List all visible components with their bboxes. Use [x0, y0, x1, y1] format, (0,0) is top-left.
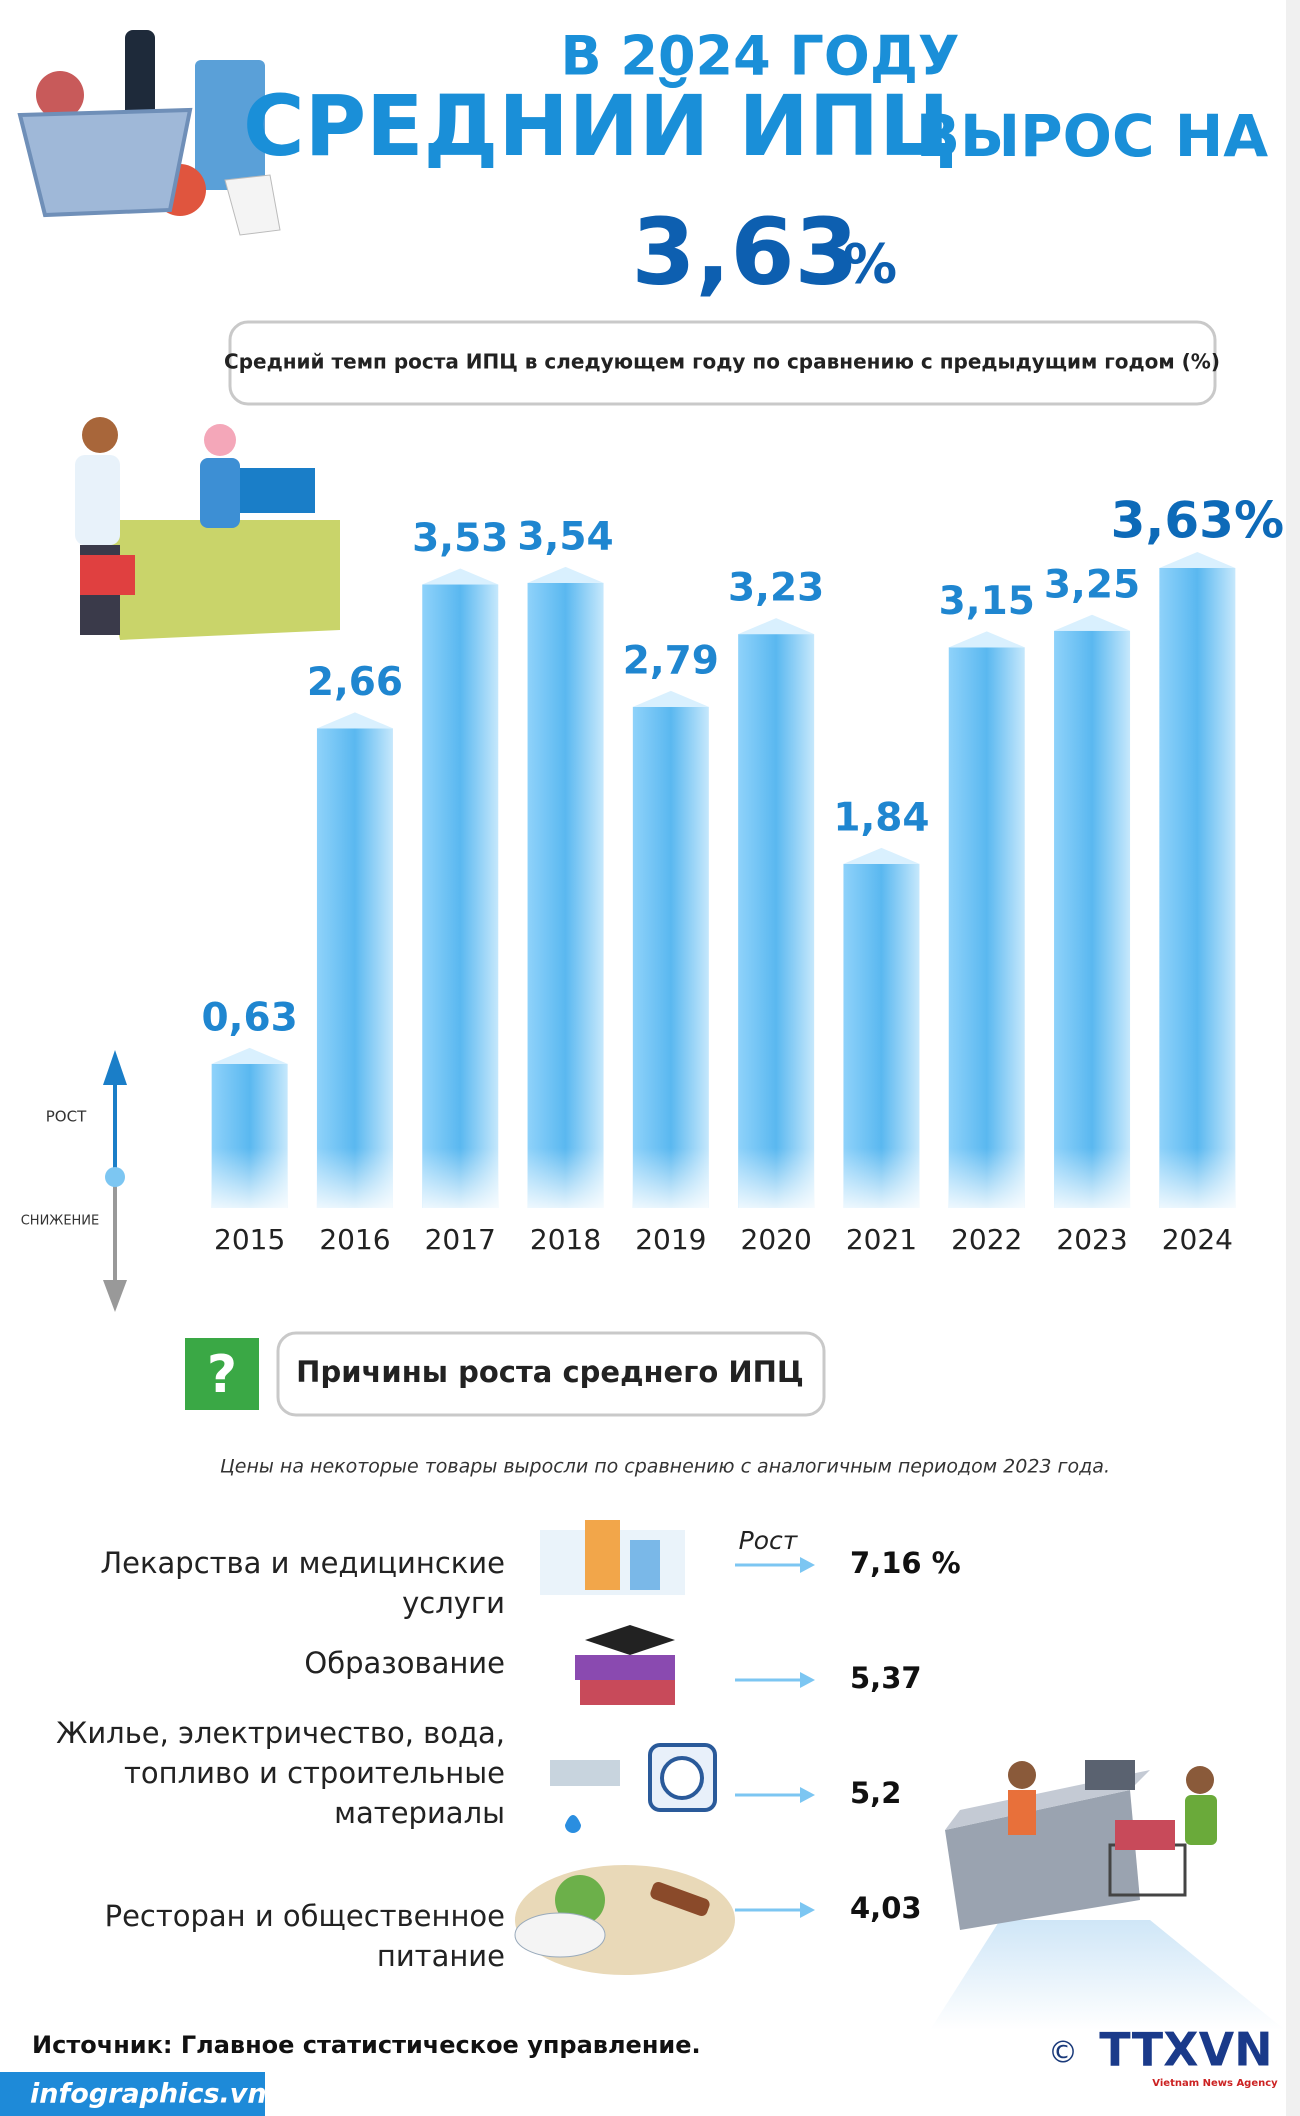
reason-name: Ресторан и общественное [105, 1899, 505, 1933]
x-tick-label: 2016 [319, 1223, 390, 1256]
bar-chart: 0,63 2015 2,66 2016 3,53 2017 3,54 2018 2,79 2019… [202, 492, 1285, 1257]
copyright-mark: © [1048, 2036, 1078, 2071]
bar-top [316, 712, 393, 729]
reason-arrowhead [800, 1672, 815, 1688]
headline-value: 3,63 [632, 198, 859, 305]
bar-top [843, 847, 920, 864]
item-icons [514, 1520, 735, 1975]
legend-up: РОСТ [46, 1108, 87, 1126]
reason-name: услуги [402, 1586, 505, 1620]
reason-name: Лекарства и медицинские [100, 1546, 505, 1580]
bar-top [948, 631, 1025, 648]
subtitle-box [228, 320, 1217, 406]
bar-fade [948, 1148, 1025, 1208]
reason-name: материалы [334, 1796, 505, 1830]
bar-top [1159, 552, 1236, 568]
reason-value: 5,37 [850, 1661, 922, 1695]
basket-illustration [17, 30, 281, 236]
reason-name: Образование [304, 1646, 505, 1680]
direction-legend [103, 1050, 127, 1312]
reason-arrowhead [800, 1557, 815, 1573]
reason-value: 7,16 % [850, 1546, 961, 1580]
source: Источник: Главное статистическое управле… [32, 2031, 701, 2059]
reason-name: питание [377, 1939, 505, 1973]
bar-fade [843, 1148, 920, 1208]
reason-value: 4,03 [850, 1891, 922, 1925]
bar [632, 706, 709, 1208]
agency: Vietnam News Agency [1152, 2078, 1278, 2089]
bar [1054, 630, 1131, 1208]
bar-top [211, 1047, 288, 1064]
bar-top [527, 566, 604, 583]
reason-name: Жилье, электричество, вода, [56, 1716, 505, 1750]
growth-label: Рост [739, 1526, 799, 1555]
value-label: 2,79 [623, 638, 719, 683]
bar-fade [527, 1148, 604, 1208]
bar-fade [211, 1148, 288, 1208]
value-label: 1,84 [833, 795, 929, 840]
reasons-title: Причины роста среднего ИПЦ [296, 1355, 804, 1389]
reason-name: топливо и строительные [124, 1756, 505, 1790]
site: infographics.vn [30, 2079, 267, 2110]
edge [1286, 0, 1300, 2116]
reason-arrowhead [800, 1787, 815, 1803]
legend-down: СНИЖЕНИЕ [21, 1214, 100, 1229]
bar-fade [422, 1148, 499, 1208]
reason-list: Лекарства и медицинские услуги 7,16 % Образ… [56, 1546, 961, 1973]
x-tick-label: 2022 [951, 1223, 1022, 1256]
title-line1: В 2024 ГОДУ [560, 25, 959, 88]
value-label: 3,53 [412, 516, 508, 561]
value-label: 2,66 [307, 660, 403, 705]
value-label: 3,54 [517, 514, 613, 559]
value-label: 3,25 [1044, 562, 1140, 607]
question-icon: ? [185, 1338, 259, 1410]
bar [948, 647, 1025, 1208]
x-tick-label: 2017 [425, 1223, 496, 1256]
site-strip [0, 2072, 265, 2116]
chart-subtitle: Средний темп роста ИПЦ в следующем году … [224, 350, 1220, 374]
headline-unit: % [843, 233, 897, 296]
x-tick-label: 2015 [214, 1223, 285, 1256]
value-label: 3,15 [939, 579, 1035, 624]
shop-illustration [75, 417, 340, 640]
reason-arrowhead [800, 1902, 815, 1918]
bar-fade [316, 1148, 393, 1208]
reasons-note: Цены на некоторые товары выросли по срав… [220, 1456, 1110, 1478]
bar-fade [738, 1148, 815, 1208]
value-label: 3,23 [728, 566, 824, 611]
cashier-illustration [930, 1760, 1285, 2030]
bar-fade [1159, 1148, 1236, 1208]
value-label: 3,63% [1111, 492, 1284, 550]
logo: TTXVN [1099, 2023, 1272, 2077]
x-tick-label: 2020 [741, 1223, 812, 1256]
bar-fade [632, 1148, 709, 1208]
bar-top [422, 568, 499, 585]
reason-value: 5,2 [850, 1776, 901, 1810]
bar-top [1054, 614, 1131, 631]
x-tick-label: 2018 [530, 1223, 601, 1256]
value-label: 0,63 [202, 995, 298, 1040]
reasons-box [276, 1331, 826, 1417]
bar-top [738, 618, 815, 635]
bar [527, 582, 604, 1208]
title-line2b: ВЫРОС НА [916, 102, 1268, 170]
x-tick-label: 2021 [846, 1223, 917, 1256]
bar [738, 634, 815, 1208]
bar [1159, 568, 1236, 1208]
svg-text:?: ? [207, 1345, 237, 1405]
x-tick-label: 2023 [1056, 1223, 1127, 1256]
bar [316, 728, 393, 1208]
bar [422, 584, 499, 1208]
x-tick-label: 2019 [635, 1223, 706, 1256]
x-tick-label: 2024 [1162, 1223, 1233, 1256]
bar-fade [1054, 1148, 1131, 1208]
bar-top [632, 690, 709, 707]
title-line2: СРЕДНИЙ ИПЦ [243, 77, 957, 175]
